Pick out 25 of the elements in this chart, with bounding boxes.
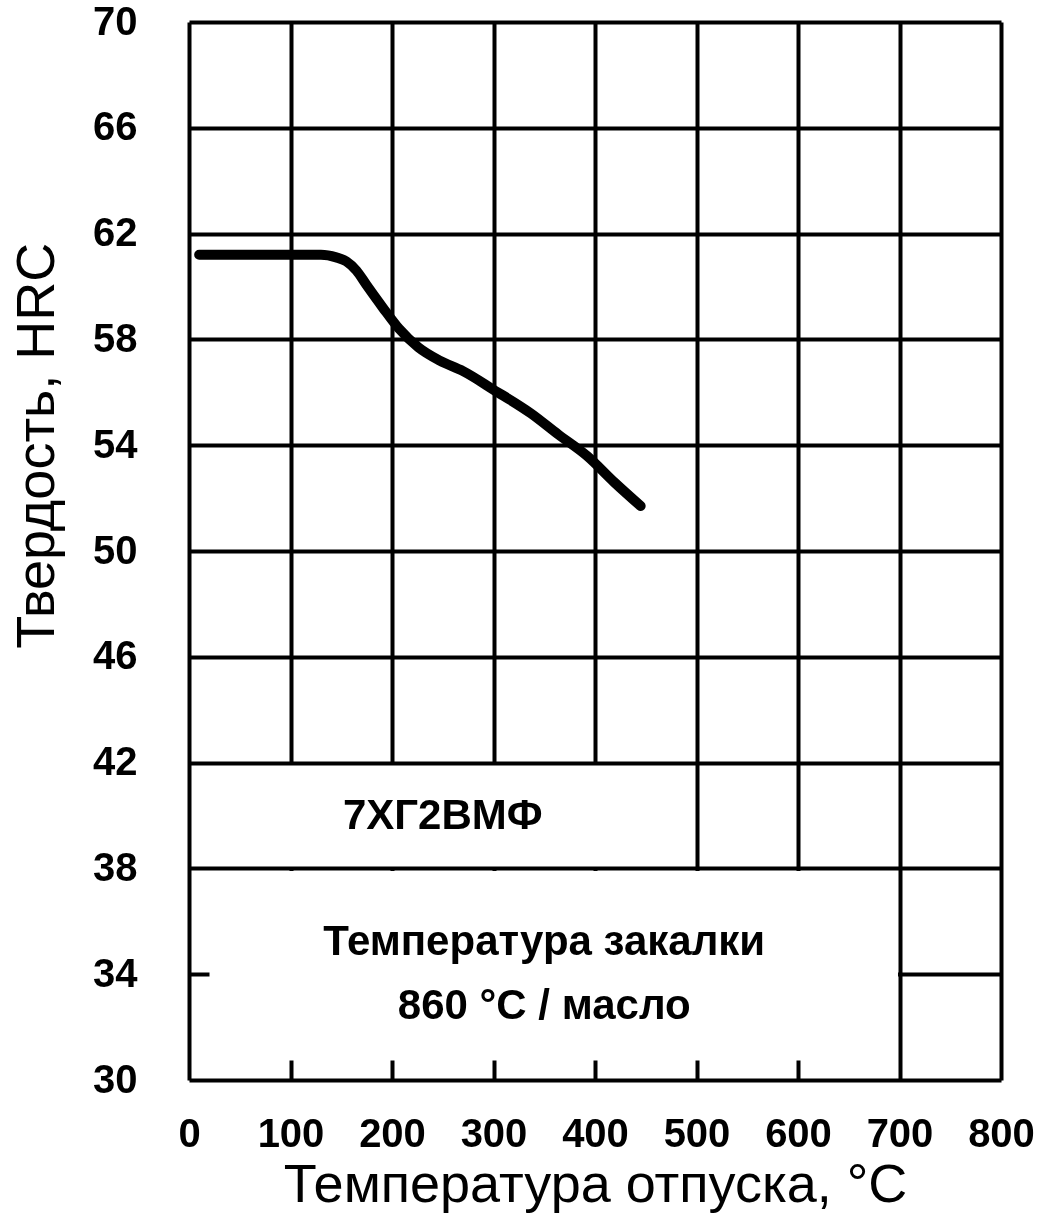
y-tick-label: 54 xyxy=(93,421,139,466)
y-tick-label: 50 xyxy=(93,527,138,572)
x-tick-label: 300 xyxy=(460,1110,528,1155)
x-tick-label: 200 xyxy=(359,1110,426,1155)
y-tick-label: 46 xyxy=(93,633,138,678)
y-tick-label: 70 xyxy=(93,0,138,43)
y-tick-label: 34 xyxy=(93,950,139,995)
y-tick-label: 66 xyxy=(93,104,138,149)
annotation: 7ХГ2ВМФ xyxy=(342,790,543,838)
y-tick-label: 58 xyxy=(93,315,138,360)
x-tick-label: 800 xyxy=(968,1110,1035,1155)
y-axis-title: Твердость, HRC xyxy=(5,242,66,649)
x-tick-label: 600 xyxy=(765,1110,832,1155)
y-tick-label: 38 xyxy=(93,844,138,889)
x-tick-label: 400 xyxy=(562,1110,629,1155)
x-tick-label: 0 xyxy=(178,1110,201,1155)
y-tick-label: 42 xyxy=(93,739,138,784)
y-tick-label: 62 xyxy=(93,210,138,255)
x-tick-label: 100 xyxy=(257,1110,325,1155)
annotation: 860 °C / масло xyxy=(397,981,691,1029)
x-tick-label: 700 xyxy=(866,1110,934,1155)
y-tick-label: 30 xyxy=(93,1056,138,1101)
annotation: Температура закалки xyxy=(323,917,766,965)
x-tick-label: 500 xyxy=(663,1110,731,1155)
x-axis-title: Температура отпуска, °C xyxy=(283,1152,908,1213)
